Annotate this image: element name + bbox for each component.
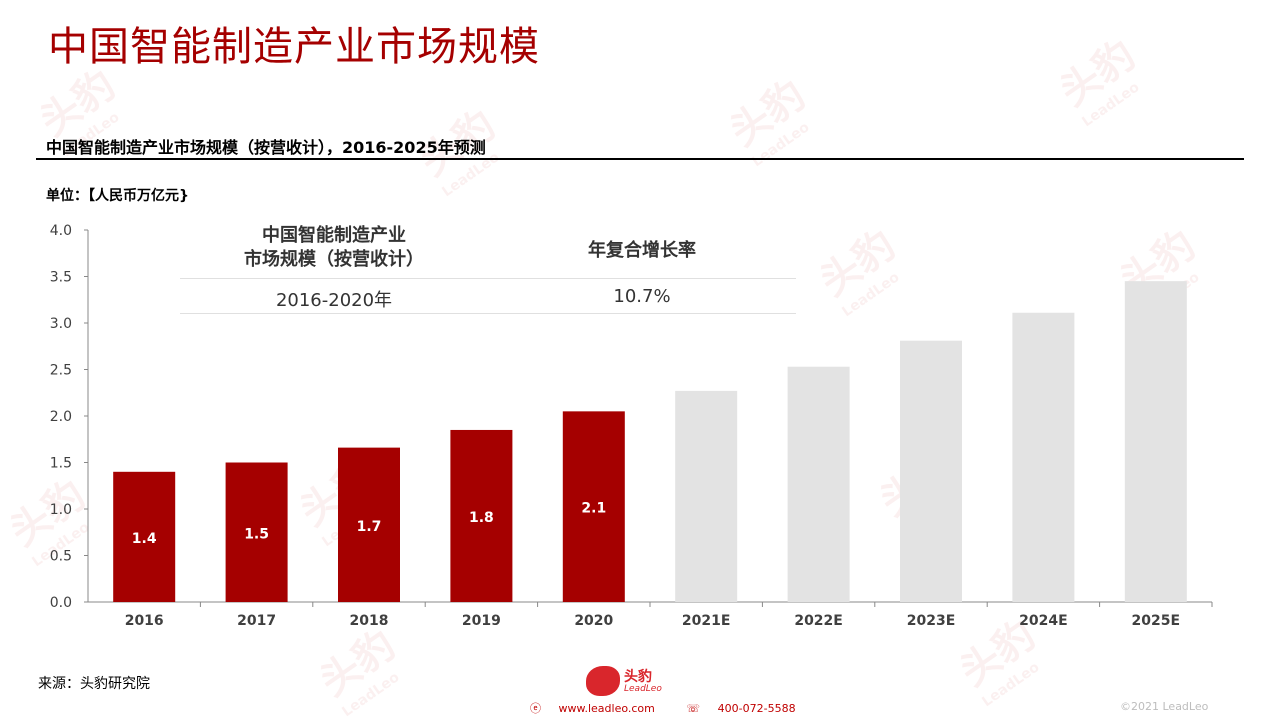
bar — [1012, 312, 1075, 602]
data-label: 1.7 — [357, 519, 382, 535]
x-tick-label: 2025E — [1132, 613, 1181, 629]
y-tick-label: 3.0 — [50, 316, 72, 332]
phone-text: 400-072-5588 — [717, 702, 796, 715]
y-tick-label: 0.5 — [50, 549, 72, 565]
x-tick-label: 2019 — [462, 613, 501, 629]
bar — [113, 471, 176, 602]
leadleo-logo: 头豹 LeadLeo — [586, 664, 676, 698]
page-title: 中国智能制造产业市场规模 — [48, 24, 540, 70]
leopard-icon — [586, 666, 620, 696]
logo-sub: LeadLeo — [624, 684, 662, 694]
bar — [675, 390, 738, 602]
cagr-divider — [180, 278, 796, 279]
source-note: 来源：头豹研究院 — [38, 676, 150, 692]
bar — [225, 462, 288, 602]
bar — [338, 447, 400, 602]
x-tick-label: 2023E — [907, 613, 956, 629]
unit-label: 单位：【人民币万亿元} — [46, 188, 189, 204]
bar — [787, 366, 850, 602]
e-globe-icon: ⓔ — [530, 702, 541, 715]
y-tick-label: 3.5 — [50, 270, 72, 286]
x-tick-label: 2016 — [125, 613, 164, 629]
y-tick-label: 0.0 — [50, 595, 72, 611]
x-tick-label: 2021E — [682, 613, 731, 629]
x-tick-label: 2022E — [794, 613, 843, 629]
x-tick-label: 2018 — [350, 613, 389, 629]
bar — [900, 340, 962, 602]
cagr-header-rate: 年复合增长率 — [588, 240, 696, 261]
contact-info: ⓔ www.leadleo.com ☏ 400-072-5588 — [530, 700, 824, 716]
copyright: ©2021 LeadLeo — [1120, 700, 1209, 713]
y-tick-label: 1.5 — [50, 456, 72, 472]
bar — [450, 429, 513, 602]
x-tick-label: 2024E — [1019, 613, 1068, 629]
y-tick-label: 2.0 — [50, 409, 72, 425]
chart-title: 中国智能制造产业市场规模（按营收计），2016-2025年预测 — [46, 138, 486, 157]
data-label: 1.8 — [469, 510, 494, 526]
x-tick-label: 2020 — [574, 613, 613, 629]
website-text: www.leadleo.com — [558, 702, 655, 715]
cagr-divider — [180, 313, 796, 314]
cagr-table: 中国智能制造产业 市场规模（按营收计） 年复合增长率 2016-2020年 10… — [180, 222, 796, 314]
cagr-header-metric: 中国智能制造产业 市场规模（按营收计） — [180, 224, 488, 272]
cagr-rate: 10.7% — [613, 286, 671, 307]
data-label: 1.4 — [132, 531, 157, 547]
bar — [1124, 281, 1187, 602]
x-tick-label: 2017 — [237, 613, 276, 629]
phone-icon: ☏ — [686, 702, 701, 715]
logo-name: 头豹 — [624, 669, 652, 685]
phone-info: ☏ 400-072-5588 — [686, 702, 809, 715]
title-divider — [36, 158, 1244, 160]
data-label: 1.5 — [244, 526, 269, 542]
cagr-header-metric-line1: 中国智能制造产业 — [262, 225, 406, 246]
y-tick-label: 1.0 — [50, 502, 72, 518]
cagr-header-metric-line2: 市场规模（按营收计） — [244, 249, 424, 270]
website-link[interactable]: ⓔ www.leadleo.com — [530, 702, 669, 715]
bar — [562, 411, 625, 602]
y-tick-label: 4.0 — [50, 223, 72, 239]
y-tick-label: 2.5 — [50, 363, 72, 379]
data-label: 2.1 — [581, 501, 606, 517]
cagr-period: 2016-2020年 — [275, 290, 393, 311]
